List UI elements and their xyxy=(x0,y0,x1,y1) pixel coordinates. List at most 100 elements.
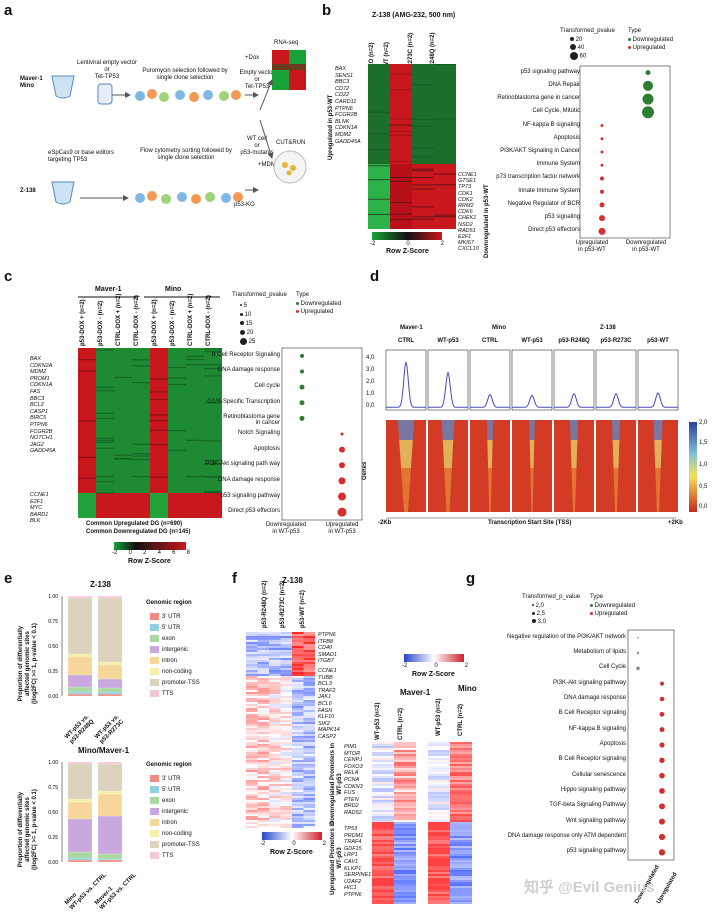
f-heat-cell xyxy=(280,766,292,768)
f-heat-cell xyxy=(292,636,304,638)
f-heat-cell xyxy=(269,738,281,740)
f-heat-cell xyxy=(372,836,394,838)
f-heat-cell xyxy=(450,900,472,902)
f-heat-cell xyxy=(394,814,416,816)
d-cb-1: 2,0 xyxy=(699,420,708,426)
f-heat-cell xyxy=(257,734,269,736)
heatmap-stripe xyxy=(204,367,222,370)
d-heatmap-signal xyxy=(529,448,535,450)
f-heat-cell xyxy=(450,866,472,868)
heatmap-stripe xyxy=(412,176,434,178)
f-heat-cell xyxy=(428,744,450,746)
f-heat-cell xyxy=(303,694,315,696)
f-heat-cell xyxy=(394,808,416,810)
f-heat-cell xyxy=(394,894,416,896)
panel-label-f: f xyxy=(232,570,237,587)
dot-down xyxy=(643,80,653,91)
f-side-down: Downregulated Promoters in WT-p53 xyxy=(330,743,343,826)
d-heatmap-signal xyxy=(655,482,661,484)
f-heat-cell xyxy=(257,660,269,662)
f-heat-cell xyxy=(394,748,416,750)
f-heat-cell xyxy=(428,838,450,840)
d-heatmap-signal xyxy=(442,442,454,444)
d-heatmap-signal xyxy=(443,452,453,454)
f-heat-cell xyxy=(450,792,472,794)
f-heat-cell xyxy=(303,802,315,804)
d-profile-frame xyxy=(469,349,511,411)
f-heat-cell xyxy=(246,650,258,652)
c-group-2: Mino xyxy=(165,286,182,293)
f-heat-cell xyxy=(303,698,315,700)
legend-swatch xyxy=(150,689,159,697)
f-heat-cell xyxy=(280,676,292,678)
f-heat-cell xyxy=(257,812,269,814)
f-heat-cell xyxy=(280,794,292,796)
d-heatmap-signal xyxy=(570,428,578,430)
f-heat-cell xyxy=(269,776,281,778)
d-heatmap-signal xyxy=(655,486,661,488)
heatmap-stripe xyxy=(132,475,150,478)
f-heat-cell xyxy=(257,654,269,656)
pathway-label: B Cell Receptor signaling xyxy=(558,756,626,763)
f-heat-cell xyxy=(450,884,472,886)
heatmap-stripe xyxy=(96,492,114,494)
f-heat-cell xyxy=(372,774,394,776)
legend-label: non-coding xyxy=(162,669,192,675)
dot-up xyxy=(659,772,665,779)
d-heatmap-signal xyxy=(441,424,455,426)
gene-label: CASP2 xyxy=(318,734,337,740)
f-heat-cell xyxy=(394,788,416,790)
legend-swatch xyxy=(150,623,159,631)
gene-label: GDF15 xyxy=(344,845,362,852)
d-heatmap-signal xyxy=(613,470,619,472)
f-heat-cell xyxy=(257,656,269,658)
d-heatmap-signal xyxy=(656,510,660,512)
f-heat-cell xyxy=(246,702,258,704)
f-heat-cell xyxy=(303,678,315,680)
pathway-label: PI3K-Akt signaling pathway xyxy=(552,679,626,686)
f-heat-cell xyxy=(428,868,450,870)
f-heat-cell xyxy=(269,636,281,638)
f-heat-cell xyxy=(269,716,281,718)
d-heatmap-signal xyxy=(529,426,535,428)
c-type-title: Type xyxy=(296,292,310,298)
f-heat-cell xyxy=(428,764,450,766)
pathway-label: Negative Regulator of BCR xyxy=(507,200,580,207)
f-heat-cell xyxy=(269,700,281,702)
f-heat-cell xyxy=(257,796,269,798)
f-heat-cell xyxy=(394,776,416,778)
b-side-up: Upregulated in p53-WT xyxy=(328,94,334,160)
f-heat-cell xyxy=(394,802,416,804)
cells-icon-1 xyxy=(135,89,241,102)
f-heat-cell xyxy=(292,752,304,754)
f-heat-cell xyxy=(269,800,281,802)
f-heat-cell xyxy=(269,742,281,744)
f-heat-cell xyxy=(292,774,304,776)
f-heat-cell xyxy=(269,668,281,670)
f-heat-cell xyxy=(372,856,394,858)
f-heat-cell xyxy=(280,758,292,760)
f-heat-cell xyxy=(257,698,269,700)
dot-up xyxy=(599,202,605,208)
rnaseq-thumbnail xyxy=(272,50,306,90)
d-heatmap-signal xyxy=(614,484,618,486)
d-heatmap-signal xyxy=(531,510,533,512)
f-heat-cell xyxy=(292,748,304,750)
f-heat-cell xyxy=(292,810,304,812)
heatmap-stripe xyxy=(412,156,434,158)
f-heat-cell xyxy=(292,688,304,690)
f-heat-cell xyxy=(269,682,281,684)
d-heatmap-signal xyxy=(572,482,576,484)
f-heat-cell xyxy=(246,796,258,798)
f-heat-cell xyxy=(303,664,315,666)
f-heat-cell xyxy=(372,762,394,764)
d-heatmap-signal xyxy=(655,484,661,486)
f-heat-cell xyxy=(303,750,315,752)
f-heat-cell xyxy=(372,800,394,802)
d-ytick-3: 2,0 xyxy=(366,379,375,385)
f-heat-cell xyxy=(280,784,292,786)
f-heat-cell xyxy=(280,700,292,702)
f-heat-cell xyxy=(372,756,394,758)
heatmap-stripe xyxy=(186,355,204,357)
gene-label: U2AF2 xyxy=(344,878,362,885)
